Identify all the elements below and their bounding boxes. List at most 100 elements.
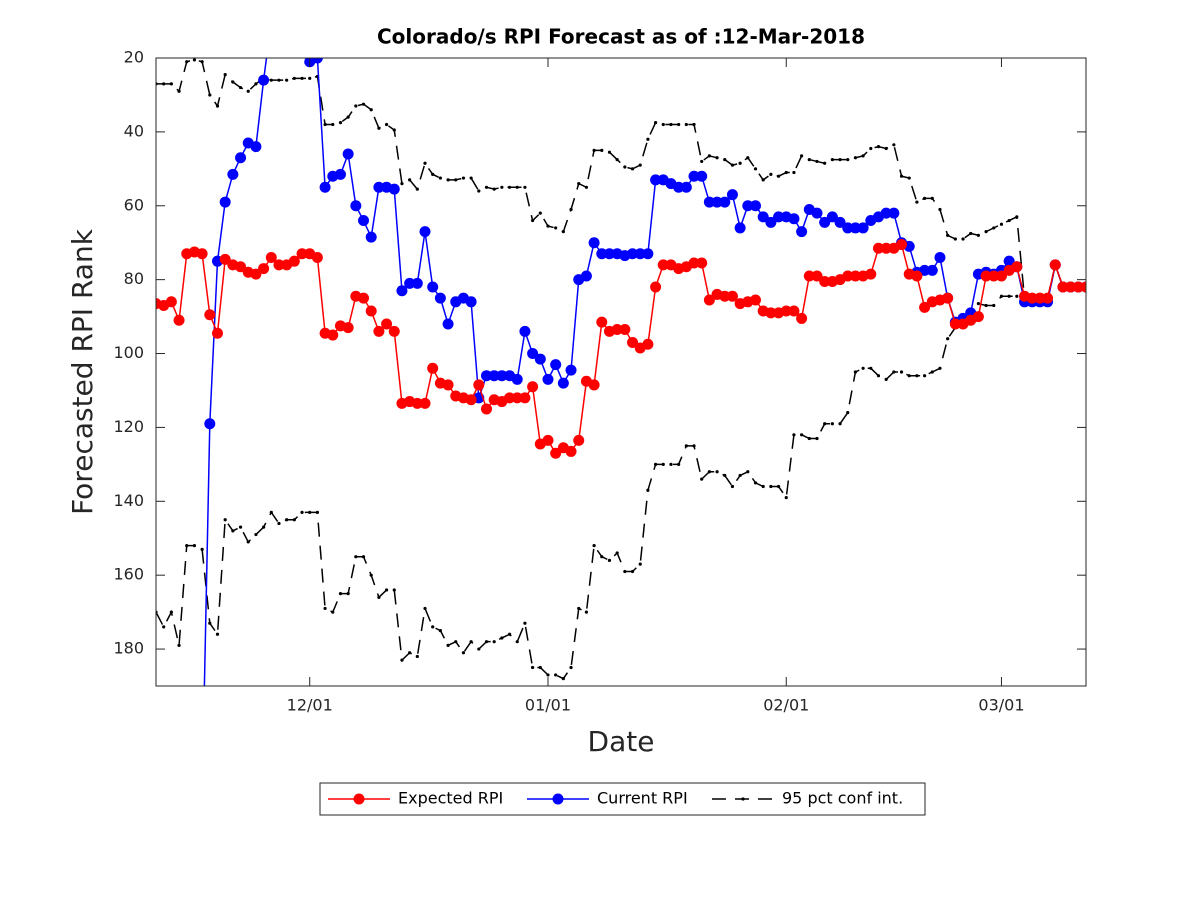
point-dot bbox=[684, 122, 688, 127]
point-dot bbox=[884, 377, 888, 381]
point-dot bbox=[238, 85, 243, 90]
point-marker bbox=[511, 392, 523, 404]
point-dot bbox=[461, 651, 466, 655]
point-marker bbox=[534, 353, 546, 365]
point-dot bbox=[830, 422, 834, 426]
point-dot bbox=[515, 640, 519, 644]
point-marker bbox=[527, 381, 539, 393]
point-marker bbox=[373, 181, 385, 193]
point-dot bbox=[638, 562, 642, 566]
point-marker bbox=[165, 296, 177, 308]
point-dot bbox=[677, 462, 681, 466]
point-dot bbox=[484, 185, 489, 189]
point-marker bbox=[803, 270, 815, 282]
point-dot bbox=[538, 665, 542, 670]
point-dot bbox=[331, 610, 335, 614]
point-marker bbox=[542, 373, 554, 385]
y-tick-label: 40 bbox=[124, 121, 144, 140]
point-marker bbox=[1072, 281, 1084, 293]
point-marker bbox=[250, 141, 262, 153]
point-dot bbox=[892, 370, 896, 374]
point-marker bbox=[258, 74, 270, 86]
point-dot bbox=[354, 104, 358, 108]
point-dot bbox=[554, 226, 558, 230]
point-dot bbox=[638, 163, 642, 167]
point-dot bbox=[838, 157, 842, 162]
point-marker bbox=[1026, 292, 1038, 304]
point-marker bbox=[404, 277, 416, 289]
point-dot bbox=[192, 544, 197, 548]
point-marker bbox=[926, 264, 938, 276]
point-dot bbox=[361, 555, 366, 559]
point-marker bbox=[373, 325, 385, 337]
point-marker bbox=[427, 362, 439, 374]
point-marker bbox=[504, 392, 516, 404]
point-dot bbox=[653, 121, 658, 125]
point-dot bbox=[523, 185, 527, 189]
point-dot bbox=[238, 525, 243, 529]
point-dot bbox=[700, 159, 704, 164]
point-dot bbox=[746, 156, 750, 160]
point-marker bbox=[872, 242, 884, 254]
point-dot bbox=[577, 182, 581, 186]
point-dot bbox=[915, 200, 919, 204]
point-marker bbox=[995, 270, 1007, 282]
point-marker bbox=[250, 268, 262, 280]
point-dot bbox=[300, 76, 304, 80]
point-marker bbox=[442, 318, 454, 330]
x-tick-label: 12/01 bbox=[287, 696, 333, 715]
point-marker bbox=[480, 403, 492, 415]
point-dot bbox=[984, 303, 988, 308]
point-marker bbox=[1065, 281, 1077, 293]
point-marker bbox=[427, 281, 439, 293]
point-dot bbox=[531, 218, 535, 223]
x-axis-label: Date bbox=[588, 725, 655, 758]
point-marker bbox=[734, 222, 746, 234]
point-marker bbox=[842, 270, 854, 282]
point-marker bbox=[773, 211, 785, 223]
point-dot bbox=[338, 592, 343, 596]
point-dot bbox=[561, 230, 565, 234]
point-dot bbox=[992, 226, 996, 230]
point-marker bbox=[703, 294, 715, 306]
point-marker bbox=[465, 296, 477, 308]
point-dot bbox=[930, 196, 934, 200]
point-marker bbox=[765, 307, 777, 319]
point-dot bbox=[431, 172, 435, 176]
point-dot bbox=[815, 159, 819, 164]
point-dot bbox=[208, 621, 212, 625]
point-marker bbox=[365, 305, 377, 317]
point-dot bbox=[162, 625, 166, 629]
point-dot bbox=[623, 569, 627, 574]
point-marker bbox=[811, 270, 823, 282]
point-marker bbox=[327, 329, 339, 341]
point-dot bbox=[361, 102, 366, 106]
axes-frame bbox=[155, 57, 1087, 687]
point-dot bbox=[408, 178, 412, 182]
plot-area bbox=[156, 58, 1086, 686]
point-dot bbox=[884, 146, 888, 151]
point-dot bbox=[285, 518, 289, 522]
point-dot bbox=[554, 673, 558, 677]
point-dot bbox=[292, 76, 296, 80]
point-dot bbox=[531, 665, 535, 670]
point-marker bbox=[204, 418, 216, 430]
point-dot bbox=[807, 157, 811, 162]
point-marker bbox=[311, 58, 323, 64]
point-dot bbox=[692, 122, 696, 127]
point-marker bbox=[219, 253, 231, 265]
point-marker bbox=[557, 377, 569, 389]
point-dot bbox=[185, 60, 189, 64]
y-tick-label: 20 bbox=[124, 48, 144, 67]
point-dot bbox=[907, 374, 911, 378]
point-marker bbox=[542, 434, 554, 446]
point-dot bbox=[661, 122, 665, 127]
point-dot bbox=[653, 462, 658, 466]
point-dot bbox=[869, 146, 873, 151]
point-dot bbox=[208, 93, 212, 97]
point-dot bbox=[546, 673, 550, 677]
point-dot bbox=[984, 230, 988, 234]
point-marker bbox=[219, 196, 231, 208]
y-tick-label: 180 bbox=[113, 639, 144, 658]
point-marker bbox=[696, 170, 708, 182]
